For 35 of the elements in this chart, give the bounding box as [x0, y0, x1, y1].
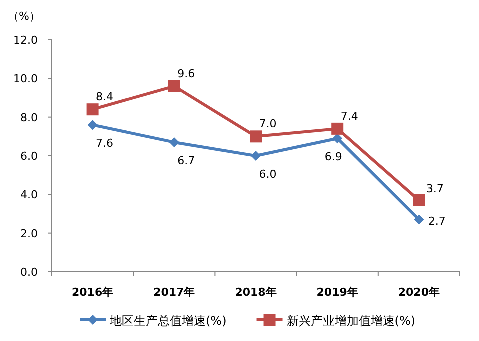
y-tick-label: 10.0	[14, 72, 38, 86]
data-label: 6.7	[178, 154, 196, 168]
data-label: 9.6	[178, 67, 196, 80]
y-tick-label: 4.0	[20, 188, 38, 202]
point	[332, 134, 343, 144]
data-label: 6.0	[259, 168, 277, 181]
data-label: 7.6	[96, 137, 114, 150]
point	[250, 130, 262, 143]
x-tick-label: 2017年	[154, 286, 196, 299]
y-tick-label: 12.0	[14, 34, 38, 47]
data-label: 2.7	[428, 214, 446, 228]
y-tick-label: 8.0	[20, 111, 38, 124]
point	[169, 137, 180, 148]
point	[88, 120, 98, 130]
y-tick-label: 0.0	[20, 266, 38, 279]
x-tick-label: 2018年	[235, 286, 277, 299]
data-label: 6.9	[324, 150, 342, 164]
point	[413, 194, 426, 206]
y-tick-label: 6.0	[20, 150, 38, 163]
y-axis-title: （%）	[8, 10, 40, 23]
point	[414, 214, 424, 225]
data-label: 7.4	[340, 110, 358, 123]
point	[168, 80, 180, 92]
x-tick-label: 2019年	[316, 286, 358, 299]
data-label: 8.4	[96, 90, 114, 104]
data-label: 7.0	[259, 118, 277, 131]
legend-label: 新兴产业增加值增速(%)	[286, 314, 416, 328]
point	[332, 122, 344, 135]
legend-label: 地区生产总值增速(%)	[109, 314, 227, 328]
x-tick-label: 2020年	[398, 286, 440, 299]
y-tick-label: 2.0	[20, 227, 38, 240]
point	[86, 104, 99, 116]
data-label: 3.7	[426, 182, 444, 196]
x-tick-label: 2016年	[72, 286, 114, 299]
point	[251, 151, 261, 161]
